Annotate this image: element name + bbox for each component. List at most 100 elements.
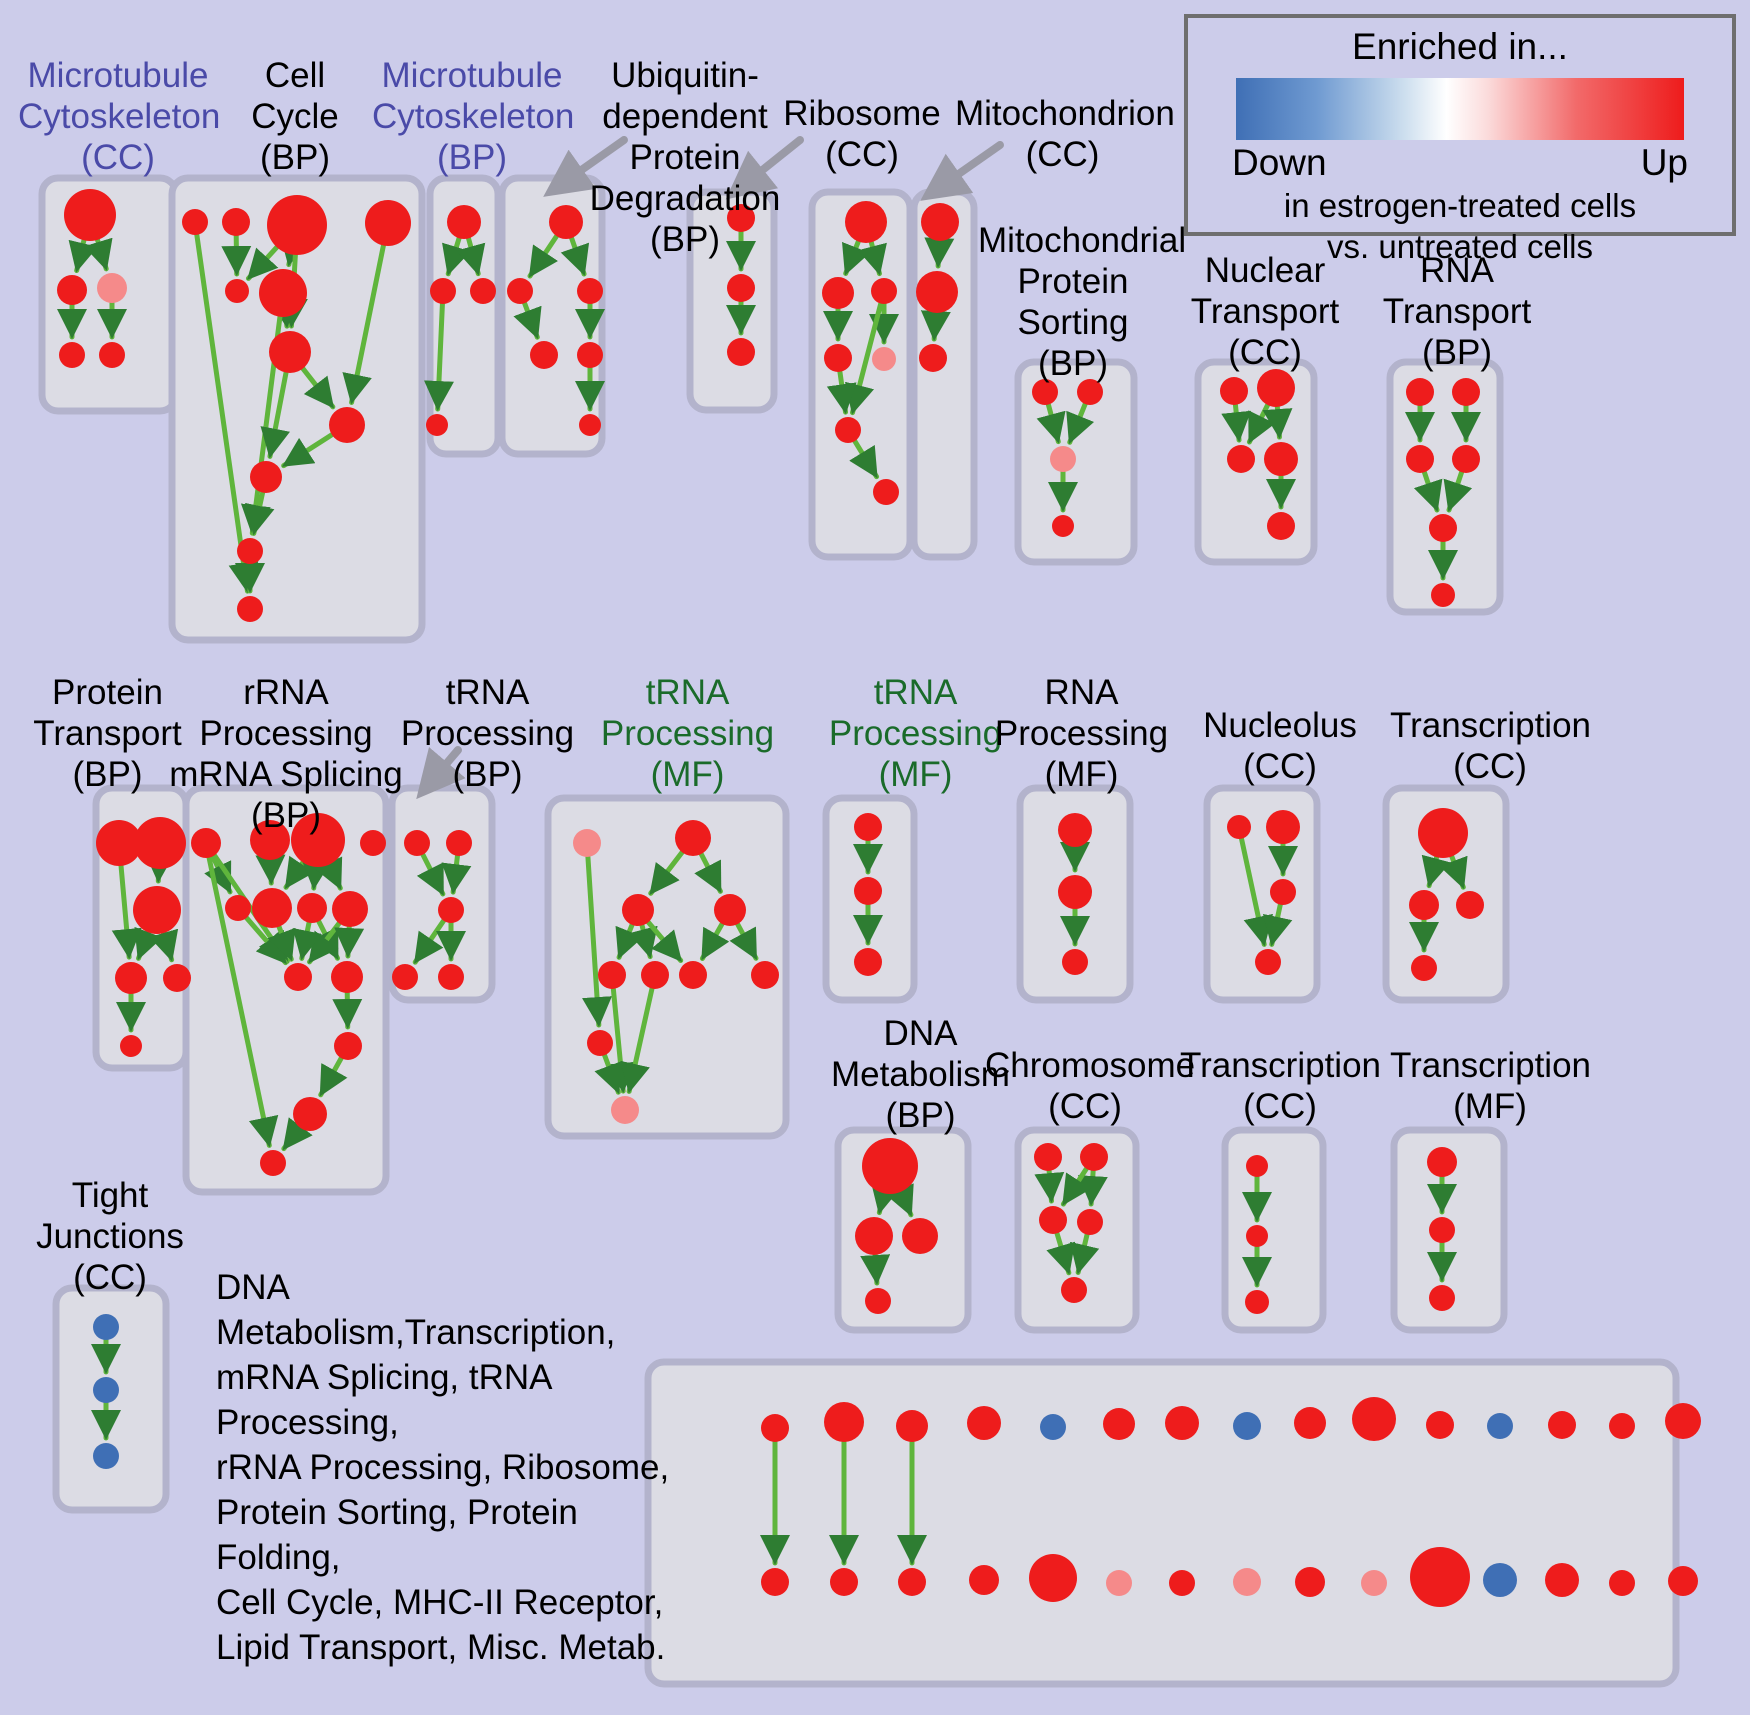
graph-node[interactable] bbox=[1410, 1547, 1470, 1607]
graph-node[interactable] bbox=[252, 888, 292, 928]
graph-node[interactable] bbox=[1257, 369, 1295, 407]
graph-node[interactable] bbox=[293, 1097, 327, 1131]
graph-node[interactable] bbox=[438, 897, 464, 923]
graph-node[interactable] bbox=[507, 278, 533, 304]
graph-node[interactable] bbox=[1545, 1563, 1579, 1597]
graph-node[interactable] bbox=[854, 813, 882, 841]
graph-node[interactable] bbox=[1406, 378, 1434, 406]
graph-node[interactable] bbox=[97, 273, 127, 303]
graph-node[interactable] bbox=[1169, 1570, 1195, 1596]
graph-node[interactable] bbox=[1487, 1413, 1513, 1439]
graph-node[interactable] bbox=[1267, 512, 1295, 540]
graph-node[interactable] bbox=[430, 278, 456, 304]
graph-node[interactable] bbox=[611, 1096, 639, 1124]
graph-node[interactable] bbox=[830, 1568, 858, 1596]
graph-node[interactable] bbox=[824, 344, 852, 372]
graph-node[interactable] bbox=[761, 1414, 789, 1442]
graph-node[interactable] bbox=[1452, 378, 1480, 406]
graph-node[interactable] bbox=[404, 830, 430, 856]
graph-node[interactable] bbox=[93, 1314, 119, 1340]
graph-node[interactable] bbox=[1609, 1413, 1635, 1439]
graph-node[interactable] bbox=[835, 417, 861, 443]
graph-node[interactable] bbox=[1294, 1407, 1326, 1439]
graph-node[interactable] bbox=[1080, 1143, 1108, 1171]
graph-node[interactable] bbox=[1058, 875, 1092, 909]
graph-node[interactable] bbox=[470, 278, 496, 304]
graph-node[interactable] bbox=[225, 279, 249, 303]
graph-node[interactable] bbox=[1264, 442, 1298, 476]
graph-node[interactable] bbox=[969, 1565, 999, 1595]
graph-node[interactable] bbox=[392, 964, 418, 990]
graph-node[interactable] bbox=[898, 1568, 926, 1596]
graph-node[interactable] bbox=[845, 201, 887, 243]
graph-node[interactable] bbox=[334, 1032, 362, 1060]
graph-node[interactable] bbox=[622, 894, 654, 926]
graph-node[interactable] bbox=[896, 1410, 928, 1442]
graph-node[interactable] bbox=[865, 1288, 891, 1314]
graph-node[interactable] bbox=[1052, 515, 1074, 537]
graph-node[interactable] bbox=[1429, 1217, 1455, 1243]
graph-node[interactable] bbox=[921, 203, 959, 241]
graph-node[interactable] bbox=[1029, 1554, 1077, 1602]
graph-node[interactable] bbox=[579, 414, 601, 436]
graph-node[interactable] bbox=[1548, 1411, 1576, 1439]
graph-node[interactable] bbox=[222, 208, 250, 236]
graph-node[interactable] bbox=[1295, 1567, 1325, 1597]
graph-node[interactable] bbox=[1665, 1403, 1701, 1439]
graph-node[interactable] bbox=[714, 894, 746, 926]
graph-node[interactable] bbox=[916, 271, 958, 313]
graph-node[interactable] bbox=[57, 275, 87, 305]
graph-node[interactable] bbox=[133, 886, 181, 934]
graph-node[interactable] bbox=[329, 407, 365, 443]
graph-node[interactable] bbox=[426, 414, 448, 436]
graph-node[interactable] bbox=[438, 964, 464, 990]
graph-node[interactable] bbox=[854, 877, 882, 905]
graph-node[interactable] bbox=[96, 820, 142, 866]
graph-node[interactable] bbox=[727, 338, 755, 366]
graph-node[interactable] bbox=[1406, 445, 1434, 473]
graph-node[interactable] bbox=[902, 1218, 938, 1254]
graph-node[interactable] bbox=[1255, 949, 1281, 975]
graph-node[interactable] bbox=[1411, 955, 1437, 981]
graph-node[interactable] bbox=[1431, 583, 1455, 607]
graph-node[interactable] bbox=[1270, 879, 1296, 905]
graph-node[interactable] bbox=[679, 961, 707, 989]
graph-node[interactable] bbox=[237, 538, 263, 564]
graph-node[interactable] bbox=[1427, 1147, 1457, 1177]
graph-node[interactable] bbox=[761, 1568, 789, 1596]
graph-node[interactable] bbox=[1061, 1277, 1087, 1303]
graph-node[interactable] bbox=[855, 1217, 893, 1255]
graph-node[interactable] bbox=[1352, 1397, 1396, 1441]
graph-node[interactable] bbox=[573, 829, 601, 857]
graph-node[interactable] bbox=[1246, 1155, 1268, 1177]
graph-node[interactable] bbox=[641, 961, 669, 989]
graph-node[interactable] bbox=[1609, 1570, 1635, 1596]
graph-node[interactable] bbox=[967, 1406, 1001, 1440]
graph-node[interactable] bbox=[862, 1138, 918, 1194]
graph-node[interactable] bbox=[822, 277, 854, 309]
graph-node[interactable] bbox=[1361, 1570, 1387, 1596]
graph-node[interactable] bbox=[1106, 1570, 1132, 1596]
graph-node[interactable] bbox=[284, 963, 312, 991]
graph-node[interactable] bbox=[297, 893, 327, 923]
graph-node[interactable] bbox=[163, 964, 191, 992]
graph-node[interactable] bbox=[1233, 1568, 1261, 1596]
graph-node[interactable] bbox=[1062, 949, 1088, 975]
graph-node[interactable] bbox=[269, 331, 311, 373]
graph-node[interactable] bbox=[1456, 891, 1484, 919]
graph-node[interactable] bbox=[1668, 1566, 1698, 1596]
graph-node[interactable] bbox=[1227, 445, 1255, 473]
graph-node[interactable] bbox=[446, 830, 472, 856]
graph-node[interactable] bbox=[59, 342, 85, 368]
graph-node[interactable] bbox=[871, 278, 897, 304]
graph-node[interactable] bbox=[598, 961, 626, 989]
graph-node[interactable] bbox=[1165, 1406, 1199, 1440]
graph-node[interactable] bbox=[1426, 1411, 1454, 1439]
graph-node[interactable] bbox=[120, 1035, 142, 1057]
graph-node[interactable] bbox=[250, 461, 282, 493]
graph-node[interactable] bbox=[1266, 810, 1300, 844]
graph-node[interactable] bbox=[1233, 1412, 1261, 1440]
graph-node[interactable] bbox=[1034, 1143, 1062, 1171]
graph-node[interactable] bbox=[237, 596, 263, 622]
graph-node[interactable] bbox=[331, 961, 363, 993]
